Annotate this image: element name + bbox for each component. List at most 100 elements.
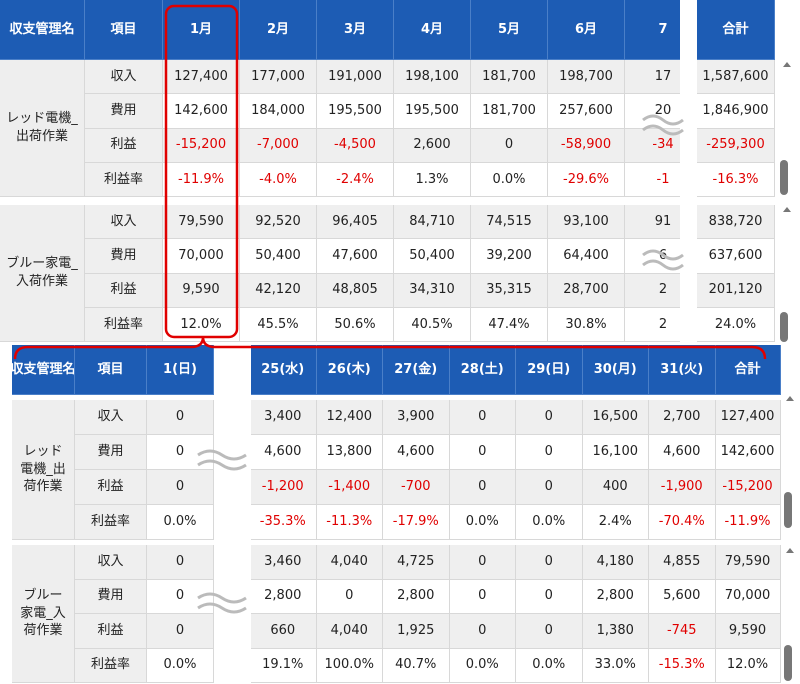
value-cell: 93,100: [548, 205, 625, 240]
value-cell: 127,400: [715, 400, 781, 435]
header-cell: 26(木): [316, 345, 383, 395]
value-cell: 0: [147, 435, 214, 470]
header-cell: 7: [625, 0, 702, 60]
row-item: 収入: [85, 205, 163, 240]
group-name: レッド電機_出荷作業: [0, 60, 85, 197]
value-cell: 39,200: [471, 239, 548, 274]
value-cell: 838,720: [697, 205, 775, 240]
row-item: 利益: [85, 128, 163, 163]
value-cell: -35.3%: [250, 505, 317, 540]
value-cell: 0: [147, 400, 214, 435]
row-item: 利益: [75, 614, 147, 649]
value-cell: 42,120: [240, 273, 317, 308]
header-cell: 収支管理名: [12, 345, 75, 395]
value-cell: 70,000: [715, 579, 781, 614]
value-cell: 0: [449, 545, 516, 580]
value-cell: 4,040: [316, 614, 383, 649]
row-item: 利益率: [85, 162, 163, 197]
header-cell: 項目: [85, 0, 163, 60]
value-cell: 47,600: [317, 239, 394, 274]
header-cell: 27(金): [383, 345, 450, 395]
value-cell: -4.0%: [240, 162, 317, 197]
value-cell: 660: [250, 614, 317, 649]
value-cell: 96,405: [317, 205, 394, 240]
value-cell: -15.3%: [649, 648, 716, 683]
value-cell: 0: [449, 470, 516, 505]
value-cell: 16,500: [582, 400, 649, 435]
value-cell: 48,805: [317, 273, 394, 308]
value-cell: 19.1%: [250, 648, 317, 683]
value-cell: 3,900: [383, 400, 450, 435]
value-cell: 0.0%: [516, 505, 583, 540]
value-cell: -16.3%: [697, 162, 775, 197]
value-cell: 2,700: [649, 400, 716, 435]
row-item: 費用: [85, 239, 163, 274]
value-cell: 198,100: [394, 60, 471, 95]
value-cell: 181,700: [471, 60, 548, 95]
value-cell: 91: [625, 205, 702, 240]
value-cell: 0: [147, 545, 214, 580]
value-cell: 0: [449, 435, 516, 470]
value-cell: 5,600: [649, 579, 716, 614]
row-item: 利益: [85, 273, 163, 308]
header-cell: 6月: [548, 0, 625, 60]
value-cell: 4,600: [649, 435, 716, 470]
value-cell: 2,600: [394, 128, 471, 163]
value-cell: 2,800: [383, 579, 450, 614]
value-cell: 50,400: [240, 239, 317, 274]
value-cell: 184,000: [240, 94, 317, 129]
group-name: レッド電機_出荷作業: [12, 400, 75, 540]
value-cell: 30.8%: [548, 307, 625, 342]
value-cell: 0.0%: [516, 648, 583, 683]
value-cell: 0: [516, 435, 583, 470]
value-cell: -745: [649, 614, 716, 649]
header-cell: 31(火): [649, 345, 716, 395]
value-cell: 400: [582, 470, 649, 505]
row-item: 収入: [75, 400, 147, 435]
value-cell: 142,600: [163, 94, 240, 129]
value-cell: 2.4%: [582, 505, 649, 540]
value-cell: 177,000: [240, 60, 317, 95]
value-cell: 0: [147, 470, 214, 505]
value-cell: 34,310: [394, 273, 471, 308]
value-cell: 12.0%: [163, 307, 240, 342]
value-cell: 100.0%: [316, 648, 383, 683]
row-item: 費用: [85, 94, 163, 129]
value-cell: 1,846,900: [697, 94, 775, 129]
header-cell: 30(月): [582, 345, 649, 395]
value-cell: 0: [449, 614, 516, 649]
value-cell: 0: [449, 400, 516, 435]
row-item: 利益率: [85, 307, 163, 342]
value-cell: 16,100: [582, 435, 649, 470]
value-cell: 0.0%: [449, 648, 516, 683]
value-cell: 50.6%: [317, 307, 394, 342]
value-cell: 0: [516, 579, 583, 614]
value-cell: 127,400: [163, 60, 240, 95]
header-cell: 収支管理名: [0, 0, 85, 60]
value-cell: 195,500: [394, 94, 471, 129]
value-cell: 4,855: [649, 545, 716, 580]
header-cell: 5月: [471, 0, 548, 60]
header-cell: 25(水): [250, 345, 317, 395]
header-cell: 2月: [240, 0, 317, 60]
value-cell: 13,800: [316, 435, 383, 470]
value-cell: 637,600: [697, 239, 775, 274]
value-cell: -34: [625, 128, 702, 163]
group-name: ブルー家電_入荷作業: [12, 545, 75, 683]
header-cell: 1(日): [147, 345, 214, 395]
value-cell: 0: [316, 579, 383, 614]
value-cell: -70.4%: [649, 505, 716, 540]
value-cell: 24.0%: [697, 307, 775, 342]
value-cell: -4,500: [317, 128, 394, 163]
row-item: 利益率: [75, 648, 147, 683]
value-cell: 201,120: [697, 273, 775, 308]
value-cell: 28,700: [548, 273, 625, 308]
value-cell: 142,600: [715, 435, 781, 470]
value-cell: -1,900: [649, 470, 716, 505]
row-item: 利益率: [75, 505, 147, 540]
value-cell: -15,200: [163, 128, 240, 163]
value-cell: 4,600: [250, 435, 317, 470]
value-cell: -11.3%: [316, 505, 383, 540]
header-cell: 合計: [697, 0, 775, 60]
